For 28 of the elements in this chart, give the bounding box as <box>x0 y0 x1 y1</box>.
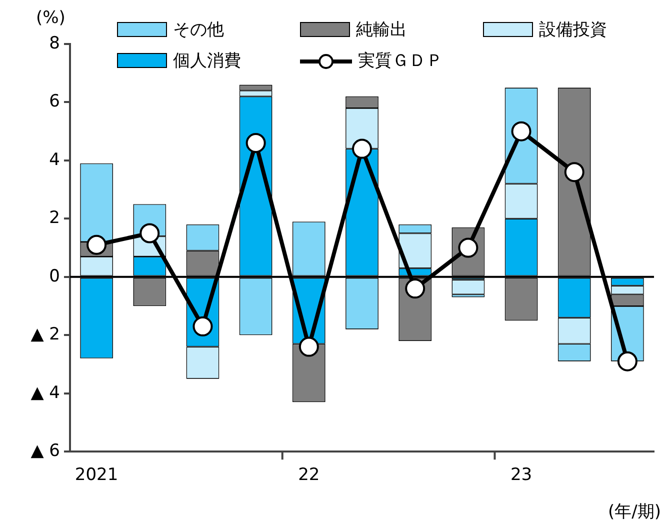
y-tick-label: 6 <box>49 92 60 112</box>
point <box>352 138 372 159</box>
point <box>511 121 532 142</box>
point <box>617 351 638 372</box>
point <box>192 316 213 336</box>
y-axis-title: (%) <box>36 8 66 28</box>
point <box>86 234 107 255</box>
x-axis-title: (年/期) <box>608 501 661 522</box>
x-tick-label: 23 <box>510 465 532 486</box>
point <box>140 223 160 244</box>
y-tick-label: ▲ 6 <box>30 441 60 462</box>
y-tick-label: 2 <box>49 208 60 228</box>
point <box>298 336 319 357</box>
y-tick-label: 8 <box>49 33 60 54</box>
legend-label: 個人消費 <box>173 50 241 72</box>
y-tick-label: ▲ 4 <box>30 382 60 403</box>
point <box>564 162 584 182</box>
x-tick-label: 22 <box>298 465 320 486</box>
legend-label: その他 <box>173 19 224 41</box>
x-tick-label: 2021 <box>74 465 118 486</box>
y-tick-label: ▲ 2 <box>30 324 60 345</box>
legend-label: 純輸出 <box>356 19 407 41</box>
legend-label: 実質ＧＤＰ <box>358 50 443 72</box>
y-tick-label: 0 <box>49 266 60 286</box>
y-tick-label: 4 <box>49 150 60 170</box>
point <box>246 132 266 153</box>
point <box>405 278 426 299</box>
legend-label: 設備投資 <box>539 19 607 41</box>
